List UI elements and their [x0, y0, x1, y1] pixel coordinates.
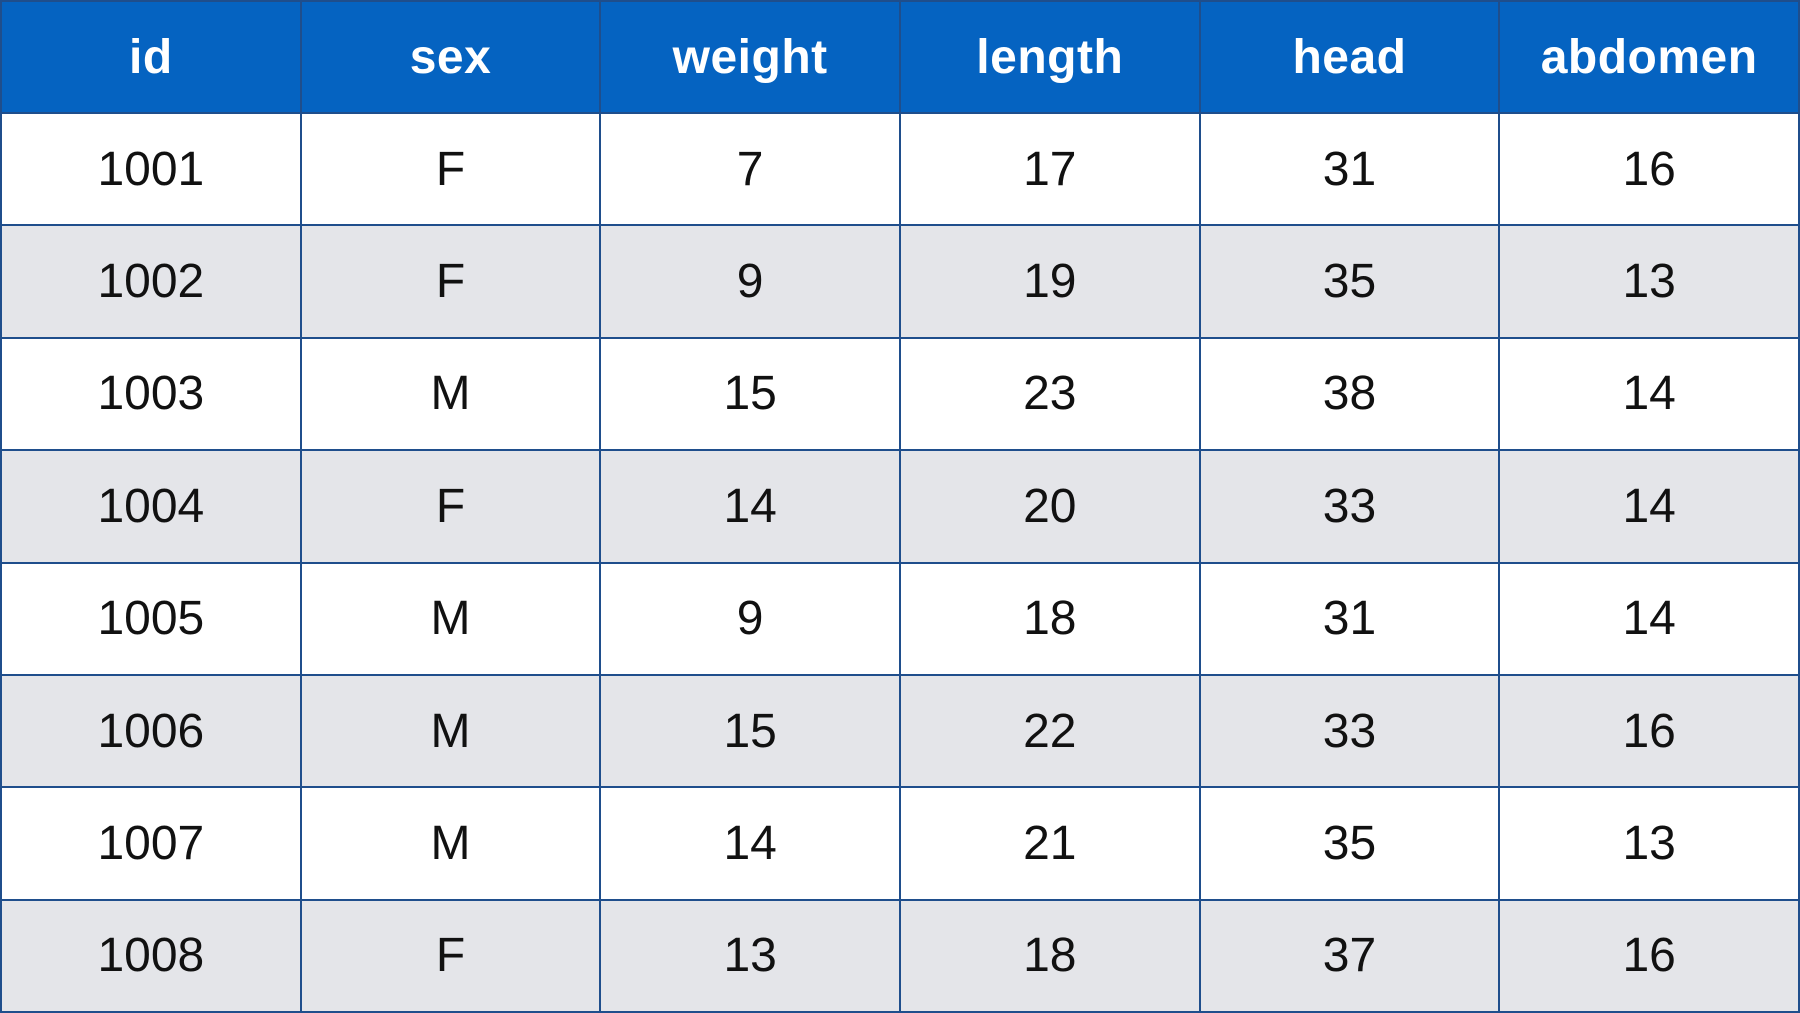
- cell-abdomen: 16: [1498, 673, 1800, 789]
- table-row: 1003 M 15 23 38 14: [0, 336, 1800, 452]
- cell-sex: M: [299, 673, 602, 789]
- cell-weight: 7: [599, 111, 901, 227]
- table-row: 1008 F 13 18 37 16: [0, 898, 1800, 1013]
- table-body: 1001 F 7 17 31 16 1002 F 9 19 35 13 1003…: [0, 111, 1800, 1013]
- cell-id: 1008: [0, 898, 302, 1013]
- cell-head: 31: [1198, 561, 1501, 676]
- cell-head: 35: [1198, 224, 1501, 339]
- cell-sex: F: [299, 111, 602, 227]
- column-header-weight: weight: [599, 0, 901, 114]
- cell-sex: M: [299, 786, 602, 901]
- cell-weight: 14: [599, 449, 901, 564]
- cell-length: 22: [898, 673, 1201, 789]
- cell-sex: F: [299, 224, 602, 339]
- column-header-head: head: [1198, 0, 1501, 114]
- cell-abdomen: 14: [1498, 449, 1800, 564]
- cell-abdomen: 14: [1498, 561, 1800, 676]
- cell-sex: M: [299, 561, 602, 676]
- cell-head: 33: [1198, 673, 1501, 789]
- cell-length: 21: [898, 786, 1201, 901]
- cell-weight: 9: [599, 561, 901, 676]
- cell-head: 33: [1198, 449, 1501, 564]
- cell-weight: 15: [599, 673, 901, 789]
- cell-id: 1003: [0, 336, 302, 452]
- cell-id: 1007: [0, 786, 302, 901]
- cell-id: 1002: [0, 224, 302, 339]
- cell-sex: M: [299, 336, 602, 452]
- cell-weight: 15: [599, 336, 901, 452]
- cell-abdomen: 16: [1498, 111, 1800, 227]
- cell-abdomen: 13: [1498, 224, 1800, 339]
- table-row: 1005 M 9 18 31 14: [0, 561, 1800, 676]
- cell-length: 20: [898, 449, 1201, 564]
- cell-weight: 13: [599, 898, 901, 1013]
- cell-sex: F: [299, 449, 602, 564]
- cell-length: 17: [898, 111, 1201, 227]
- cell-weight: 14: [599, 786, 901, 901]
- cell-head: 35: [1198, 786, 1501, 901]
- column-header-abdomen: abdomen: [1498, 0, 1800, 114]
- cell-length: 18: [898, 561, 1201, 676]
- table-row: 1006 M 15 22 33 16: [0, 673, 1800, 789]
- cell-id: 1005: [0, 561, 302, 676]
- column-header-sex: sex: [299, 0, 602, 114]
- cell-abdomen: 14: [1498, 336, 1800, 452]
- cell-head: 37: [1198, 898, 1501, 1013]
- cell-length: 19: [898, 224, 1201, 339]
- column-header-length: length: [898, 0, 1201, 114]
- cell-abdomen: 16: [1498, 898, 1800, 1013]
- column-header-id: id: [0, 0, 302, 114]
- cell-abdomen: 13: [1498, 786, 1800, 901]
- table-row: 1004 F 14 20 33 14: [0, 449, 1800, 564]
- cell-head: 31: [1198, 111, 1501, 227]
- cell-head: 38: [1198, 336, 1501, 452]
- cell-sex: F: [299, 898, 602, 1013]
- table-row: 1007 M 14 21 35 13: [0, 786, 1800, 901]
- header-row: id sex weight length head abdomen: [0, 0, 1800, 114]
- cell-weight: 9: [599, 224, 901, 339]
- table-row: 1002 F 9 19 35 13: [0, 224, 1800, 339]
- cell-id: 1004: [0, 449, 302, 564]
- table-row: 1001 F 7 17 31 16: [0, 111, 1800, 227]
- table-header: id sex weight length head abdomen: [0, 0, 1800, 114]
- cell-id: 1006: [0, 673, 302, 789]
- cell-length: 23: [898, 336, 1201, 452]
- cell-id: 1001: [0, 111, 302, 227]
- cell-length: 18: [898, 898, 1201, 1013]
